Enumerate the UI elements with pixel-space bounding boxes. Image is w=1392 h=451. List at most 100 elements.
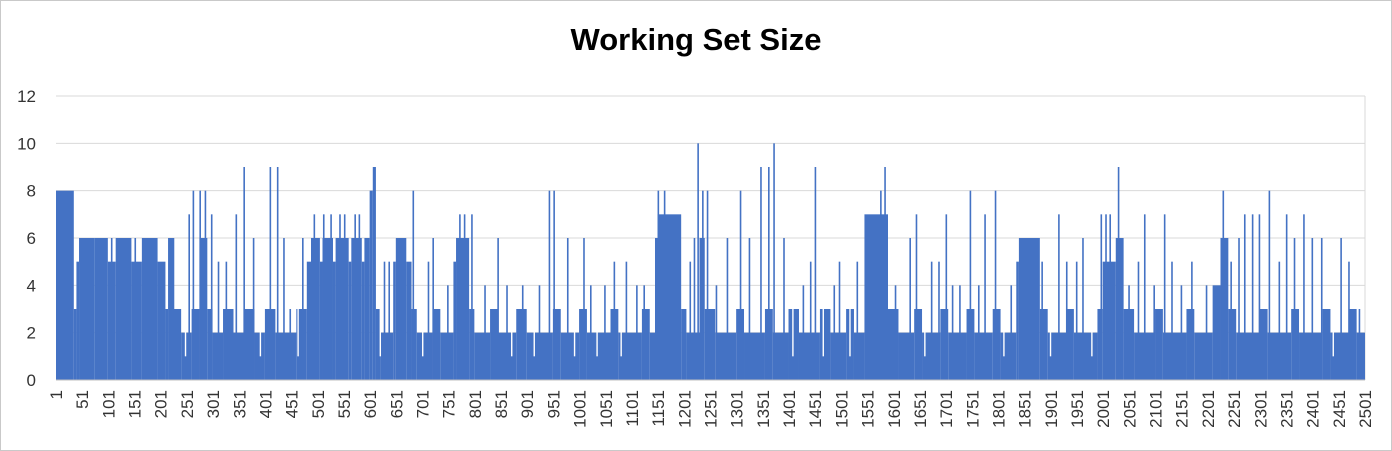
x-tick-label: 1501 (832, 390, 851, 428)
bar (620, 309, 622, 357)
bar (380, 332, 394, 380)
x-tick-label: 751 (440, 390, 459, 418)
x-tick-label: 2151 (1173, 390, 1192, 428)
bar (538, 285, 541, 380)
bar (521, 285, 524, 380)
bar (697, 143, 699, 380)
x-tick-label: 1351 (754, 390, 773, 428)
bar (73, 309, 77, 380)
x-tick-label: 1551 (859, 390, 878, 428)
y-tick-label: 4 (27, 276, 36, 295)
bar (715, 332, 737, 380)
bar (948, 332, 967, 380)
bar (1238, 238, 1240, 380)
bar (1311, 238, 1314, 380)
bar (354, 214, 356, 380)
x-tick-label: 201 (152, 390, 171, 418)
bar (1194, 332, 1213, 380)
bar (1041, 261, 1043, 380)
x-tick-label: 2351 (1277, 390, 1296, 428)
bar (283, 238, 285, 380)
bar (1047, 332, 1067, 380)
bar (358, 214, 361, 380)
bar (880, 190, 882, 380)
bar (849, 309, 851, 357)
bar (490, 309, 498, 380)
bar (143, 238, 146, 380)
bar (1153, 285, 1155, 380)
x-tick-label: 2201 (1199, 390, 1218, 428)
x-tick-label: 1651 (911, 390, 930, 428)
bar (1358, 309, 1361, 380)
bar (1162, 332, 1187, 380)
bar (332, 261, 336, 380)
x-tick-label: 1951 (1068, 390, 1087, 428)
bar (1039, 309, 1048, 380)
x-tick-label: 1451 (806, 390, 825, 428)
bar (739, 190, 742, 380)
bar (173, 309, 182, 380)
bar (210, 214, 213, 380)
bar (322, 238, 333, 380)
bar (566, 238, 569, 380)
bar (914, 309, 923, 380)
bar (744, 332, 765, 380)
bar (432, 309, 441, 380)
x-tick-label: 1 (47, 390, 66, 399)
bar (395, 238, 407, 380)
x-tick-label: 851 (492, 390, 511, 418)
bar (1143, 214, 1146, 380)
bar (207, 309, 213, 380)
bar (548, 190, 551, 380)
bar (168, 238, 174, 380)
bar (372, 167, 376, 380)
bar (361, 261, 365, 380)
bar (1109, 214, 1112, 380)
bar (560, 332, 580, 380)
x-tick-label: 1051 (597, 390, 616, 428)
bar (115, 238, 132, 380)
x-tick-label: 1751 (963, 390, 982, 428)
bar (275, 332, 297, 380)
bar (105, 238, 107, 380)
x-tick-label: 401 (256, 390, 275, 418)
bar (172, 238, 175, 380)
bar (1155, 309, 1163, 380)
bar (1348, 309, 1357, 380)
bar (225, 261, 228, 380)
bar (306, 261, 311, 380)
x-tick-label: 451 (283, 390, 302, 418)
x-tick-label: 601 (361, 390, 380, 418)
x-tick-label: 101 (99, 390, 118, 418)
bar (959, 285, 961, 380)
bar (422, 309, 424, 357)
x-tick-label: 2001 (1094, 390, 1113, 428)
y-tick-label: 6 (27, 229, 36, 248)
bar (86, 238, 88, 380)
bar (1180, 285, 1183, 380)
bar (411, 309, 417, 380)
bar (1293, 238, 1296, 380)
bar (82, 238, 84, 380)
bar (348, 261, 352, 380)
bar (625, 261, 628, 380)
bar (773, 143, 775, 380)
bar (1102, 261, 1116, 380)
bar (681, 309, 687, 380)
bar (984, 214, 986, 380)
bar (330, 214, 332, 380)
bar (788, 309, 799, 380)
bar (302, 238, 304, 380)
bar (243, 309, 255, 380)
bar (497, 238, 499, 380)
bar (1236, 332, 1260, 380)
bar (822, 309, 824, 357)
bar (259, 309, 262, 357)
bar (1322, 309, 1331, 380)
bar (676, 285, 678, 380)
x-tick-label: 1301 (728, 390, 747, 428)
bar (313, 214, 316, 380)
bar (693, 238, 696, 380)
x-tick-label: 1601 (885, 390, 904, 428)
y-tick-label: 0 (27, 371, 36, 390)
